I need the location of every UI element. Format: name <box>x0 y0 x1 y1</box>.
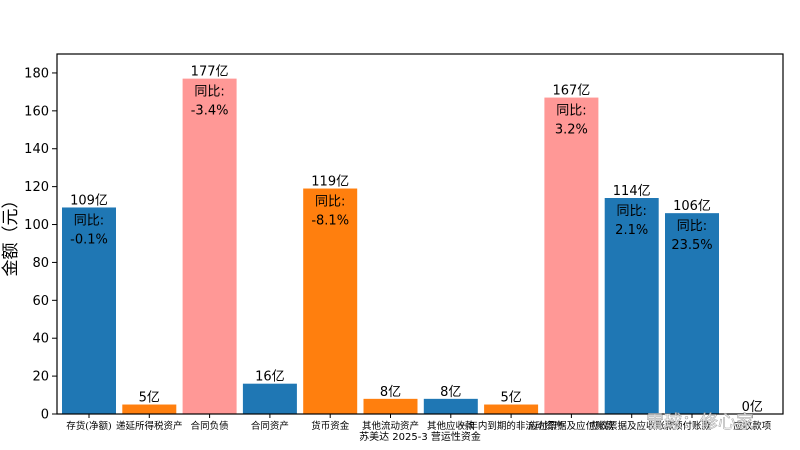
bar-value-label: 0亿 <box>742 400 763 415</box>
y-tick-label: 20 <box>32 370 49 385</box>
bar-yoy-caption: 同比: <box>194 85 224 100</box>
y-tick-label: 0 <box>41 408 49 423</box>
x-tick-label: 应付票据及应付账款 <box>529 420 615 432</box>
bar-value-label: 16亿 <box>255 370 285 385</box>
bar-yoy-value: -8.1% <box>311 214 349 229</box>
bar-value-label: 5亿 <box>500 391 521 406</box>
x-tick-label: 预付账款 <box>673 420 712 432</box>
bar-value-label: 114亿 <box>613 184 651 199</box>
bar-value-label: 106亿 <box>673 199 711 214</box>
x-tick-label: 应收款项 <box>733 420 772 432</box>
bar-yoy-caption: 同比: <box>677 219 707 234</box>
x-axis-label: 苏美达 2025-3 营运性资金 <box>359 430 481 443</box>
x-tick-label: 递延所得税资产 <box>116 420 183 432</box>
y-tick-label: 180 <box>24 66 49 81</box>
y-tick-label: 140 <box>24 142 49 157</box>
y-axis-label: 金额（元） <box>1 192 21 277</box>
bar <box>182 78 237 414</box>
watermark-text: 雪球：修心家 <box>646 412 754 433</box>
bar-yoy-caption: 同比: <box>617 204 647 219</box>
bar <box>363 398 418 414</box>
x-tick-label: 一年内到期的非流动资产 <box>459 420 564 432</box>
plot-frame <box>56 53 784 415</box>
bar-yoy-value: -0.1% <box>70 232 108 247</box>
y-tick-label: 80 <box>32 256 49 271</box>
bar <box>303 188 358 414</box>
bar <box>122 404 177 414</box>
bar-value-label: 5亿 <box>139 391 160 406</box>
y-tick-label: 120 <box>24 180 49 195</box>
bar <box>242 383 297 414</box>
x-tick-label: 应收票据及应收账款 <box>589 420 675 432</box>
y-tick-label: 40 <box>32 332 49 347</box>
bar-value-label: 167亿 <box>552 84 590 99</box>
labels-layer: 109亿同比:-0.1%5亿177亿同比:-3.4%16亿119亿同比:-8.1… <box>70 65 763 415</box>
bars-layer <box>62 78 719 414</box>
y-axis: 0 20 40 60 80 100 120 140 160 180 <box>24 66 57 423</box>
x-axis: 存货(净额) 递延所得税资产 合同负债 合同资产 货币资金 其他流动资产 其他应收款一年内到… <box>66 414 772 432</box>
bar-value-label: 8亿 <box>440 385 461 400</box>
x-tick-label: 其他应收款 <box>427 420 475 432</box>
x-tick-label: 货币资金 <box>311 420 350 432</box>
bar-value-label: 8亿 <box>380 385 401 400</box>
bar <box>544 97 599 414</box>
bar <box>665 213 719 414</box>
x-tick-label: 合同资产 <box>251 420 289 432</box>
bar-value-label: 109亿 <box>70 193 108 208</box>
bar-yoy-value: 23.5% <box>671 238 712 253</box>
bar-yoy-caption: 同比: <box>556 104 586 119</box>
bar-yoy-caption: 同比: <box>74 213 104 228</box>
bar <box>423 398 478 414</box>
y-tick-label: 160 <box>24 104 49 119</box>
bar-yoy-value: 3.2% <box>555 123 588 138</box>
bar-value-label: 119亿 <box>311 175 349 190</box>
bar-yoy-value: 2.1% <box>615 223 648 238</box>
bar-value-label: 177亿 <box>191 65 229 80</box>
y-tick-label: 60 <box>32 294 49 309</box>
bar <box>484 404 539 414</box>
bar-yoy-caption: 同比: <box>315 195 345 210</box>
x-tick-label: 其他流动资产 <box>362 420 419 432</box>
bar-yoy-value: -3.4% <box>191 104 229 119</box>
x-tick-label: 存货(净额) <box>66 420 111 432</box>
bar <box>604 198 659 414</box>
bar <box>62 207 116 414</box>
x-tick-label: 合同负债 <box>191 420 230 432</box>
y-tick-label: 100 <box>24 218 49 233</box>
